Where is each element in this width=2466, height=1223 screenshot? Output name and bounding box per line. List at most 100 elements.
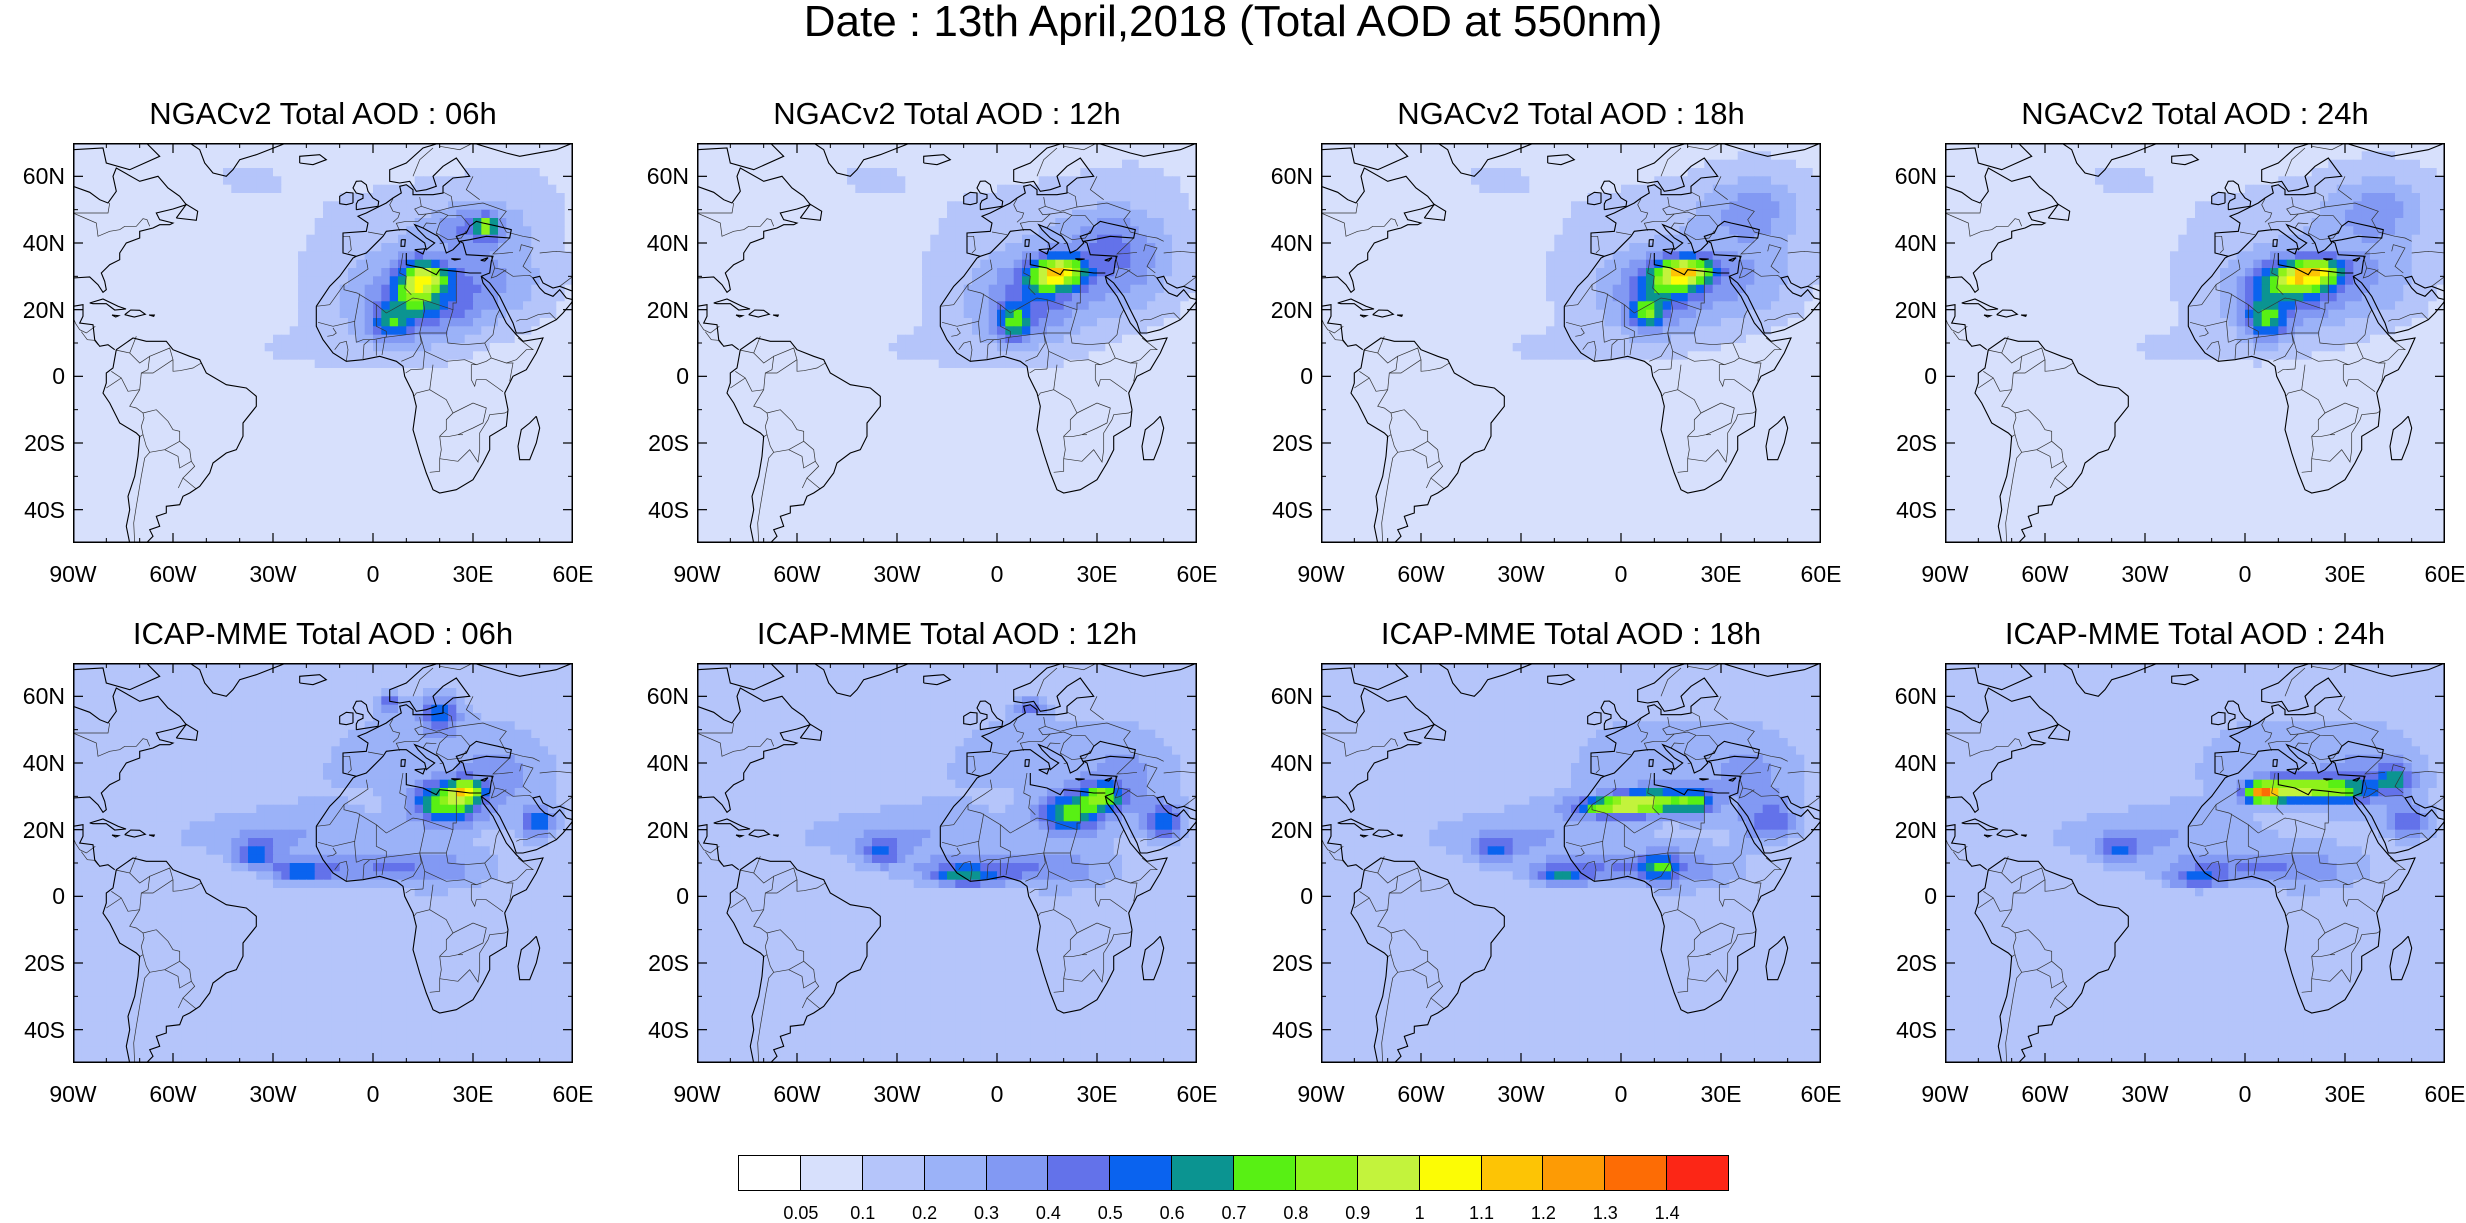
lat-tick-label: 20N xyxy=(5,817,65,843)
aod-map xyxy=(1945,663,2445,1063)
aod-field xyxy=(73,143,573,543)
lon-tick-label: 90W xyxy=(1281,561,1361,587)
aod-field xyxy=(1321,143,1821,543)
colorbar-swatch xyxy=(800,1155,863,1191)
panel-title: NGACv2 Total AOD : 12h xyxy=(697,96,1197,132)
lon-tick-label: 60W xyxy=(2005,1081,2085,1107)
lat-tick-label: 40S xyxy=(1253,1017,1313,1043)
lon-tick-label: 30W xyxy=(233,1081,313,1107)
aod-field xyxy=(1945,663,2445,1063)
colorbar-swatch xyxy=(738,1155,801,1191)
lon-tick-label: 60W xyxy=(1381,561,1461,587)
lat-tick-label: 60N xyxy=(1877,163,1937,189)
colorbar-swatch xyxy=(1481,1155,1544,1191)
lon-tick-label: 60W xyxy=(133,561,213,587)
colorbar-label: 0.7 xyxy=(1204,1203,1264,1223)
lon-tick-label: 0 xyxy=(333,1081,413,1107)
lon-tick-label: 0 xyxy=(1581,1081,1661,1107)
colorbar-swatch xyxy=(1171,1155,1234,1191)
colorbar-swatch xyxy=(1604,1155,1667,1191)
colorbar-label: 0.3 xyxy=(957,1203,1017,1223)
aod-map xyxy=(73,663,573,1063)
panel-title: ICAP-MME Total AOD : 24h xyxy=(1945,616,2445,652)
colorbar-label: 1 xyxy=(1390,1203,1450,1223)
lon-tick-label: 30E xyxy=(1681,1081,1761,1107)
lon-tick-label: 30E xyxy=(433,561,513,587)
aod-map xyxy=(1321,143,1821,543)
lat-tick-label: 0 xyxy=(629,363,689,389)
lon-tick-label: 0 xyxy=(957,1081,1037,1107)
aod-map xyxy=(1945,143,2445,543)
lat-tick-label: 0 xyxy=(1877,883,1937,909)
lat-tick-label: 40S xyxy=(1877,1017,1937,1043)
colorbar-label: 0.1 xyxy=(833,1203,893,1223)
lon-tick-label: 90W xyxy=(33,1081,113,1107)
colorbar-swatch xyxy=(1109,1155,1172,1191)
lon-tick-label: 60E xyxy=(533,1081,613,1107)
lat-tick-label: 40N xyxy=(1877,230,1937,256)
lat-tick-label: 0 xyxy=(1877,363,1937,389)
lon-tick-label: 30W xyxy=(1481,561,1561,587)
aod-map xyxy=(1321,663,1821,1063)
lat-tick-label: 40S xyxy=(629,497,689,523)
lon-tick-label: 30W xyxy=(857,1081,937,1107)
colorbar-label: 1.4 xyxy=(1637,1203,1697,1223)
colorbar-label: 0.9 xyxy=(1328,1203,1388,1223)
lat-tick-label: 20S xyxy=(1253,950,1313,976)
lat-tick-label: 0 xyxy=(1253,883,1313,909)
lat-tick-label: 60N xyxy=(1877,683,1937,709)
colorbar-swatch xyxy=(1357,1155,1420,1191)
lon-tick-label: 30W xyxy=(2105,561,2185,587)
lat-tick-label: 40S xyxy=(5,497,65,523)
lat-tick-label: 0 xyxy=(1253,363,1313,389)
lon-tick-label: 60W xyxy=(1381,1081,1461,1107)
aod-field xyxy=(73,663,573,1063)
aod-field xyxy=(697,143,1197,543)
colorbar-label: 0.8 xyxy=(1266,1203,1326,1223)
lat-tick-label: 40S xyxy=(629,1017,689,1043)
panel-title: ICAP-MME Total AOD : 06h xyxy=(73,616,573,652)
lon-tick-label: 60W xyxy=(757,561,837,587)
lat-tick-label: 60N xyxy=(629,683,689,709)
lon-tick-label: 90W xyxy=(1905,1081,1985,1107)
lon-tick-label: 0 xyxy=(2205,1081,2285,1107)
lat-tick-label: 0 xyxy=(5,363,65,389)
lon-tick-label: 30W xyxy=(2105,1081,2185,1107)
colorbar-swatch xyxy=(924,1155,987,1191)
lon-tick-label: 30E xyxy=(1057,1081,1137,1107)
lat-tick-label: 40N xyxy=(1253,230,1313,256)
lat-tick-label: 20S xyxy=(629,430,689,456)
lon-tick-label: 60E xyxy=(2405,1081,2466,1107)
lat-tick-label: 40S xyxy=(1253,497,1313,523)
lat-tick-label: 20N xyxy=(629,817,689,843)
lon-tick-label: 30E xyxy=(1057,561,1137,587)
colorbar-swatch xyxy=(1047,1155,1110,1191)
lon-tick-label: 90W xyxy=(33,561,113,587)
lat-tick-label: 20N xyxy=(5,297,65,323)
lon-tick-label: 90W xyxy=(1281,1081,1361,1107)
lat-tick-label: 40N xyxy=(5,230,65,256)
colorbar-label: 0.6 xyxy=(1142,1203,1202,1223)
colorbar-swatch xyxy=(1542,1155,1605,1191)
lat-tick-label: 20N xyxy=(629,297,689,323)
colorbar-swatch xyxy=(1295,1155,1358,1191)
lon-tick-label: 60E xyxy=(2405,561,2466,587)
panel-title: NGACv2 Total AOD : 18h xyxy=(1321,96,1821,132)
lon-tick-label: 60W xyxy=(133,1081,213,1107)
colorbar-label: 0.2 xyxy=(895,1203,955,1223)
lon-tick-label: 60W xyxy=(2005,561,2085,587)
lon-tick-label: 90W xyxy=(657,561,737,587)
colorbar-swatch xyxy=(986,1155,1049,1191)
lon-tick-label: 60E xyxy=(1157,561,1237,587)
colorbar-label: 1.2 xyxy=(1513,1203,1573,1223)
lat-tick-label: 60N xyxy=(1253,163,1313,189)
aod-map xyxy=(697,143,1197,543)
panel-title: ICAP-MME Total AOD : 12h xyxy=(697,616,1197,652)
colorbar-swatch xyxy=(1419,1155,1482,1191)
aod-colorbar xyxy=(739,1155,1729,1193)
